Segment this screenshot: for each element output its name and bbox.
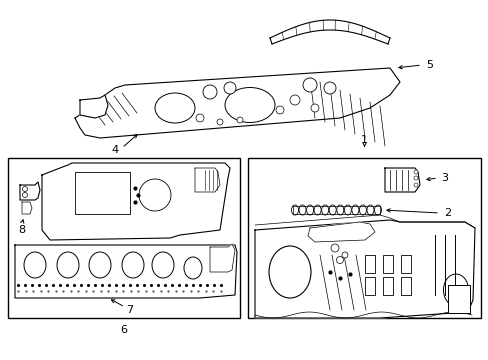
Ellipse shape xyxy=(344,205,350,215)
Bar xyxy=(447,285,469,313)
Bar xyxy=(8,158,240,318)
Text: 6: 6 xyxy=(120,325,127,335)
Circle shape xyxy=(413,170,417,174)
Polygon shape xyxy=(80,95,108,118)
Polygon shape xyxy=(20,182,40,200)
Ellipse shape xyxy=(328,205,336,215)
Circle shape xyxy=(303,78,316,92)
Ellipse shape xyxy=(443,274,468,306)
Polygon shape xyxy=(307,222,374,242)
Ellipse shape xyxy=(183,257,202,279)
Bar xyxy=(382,277,392,295)
Ellipse shape xyxy=(89,252,111,278)
Bar xyxy=(364,277,374,295)
Circle shape xyxy=(22,193,27,198)
Circle shape xyxy=(275,106,284,114)
Text: 4: 4 xyxy=(111,145,118,155)
Bar xyxy=(364,255,374,273)
Text: 5: 5 xyxy=(426,60,433,70)
Polygon shape xyxy=(42,163,229,240)
Circle shape xyxy=(336,256,343,264)
Circle shape xyxy=(139,179,171,211)
Ellipse shape xyxy=(224,87,274,122)
Ellipse shape xyxy=(366,205,373,215)
Ellipse shape xyxy=(374,205,381,215)
Ellipse shape xyxy=(24,252,46,278)
Bar xyxy=(382,255,392,273)
Ellipse shape xyxy=(336,205,343,215)
Circle shape xyxy=(224,82,236,94)
Circle shape xyxy=(310,104,318,112)
Text: 1: 1 xyxy=(360,135,367,145)
Bar xyxy=(75,172,130,214)
Polygon shape xyxy=(195,168,220,192)
Ellipse shape xyxy=(122,252,143,278)
Circle shape xyxy=(324,82,335,94)
Polygon shape xyxy=(254,220,474,318)
Circle shape xyxy=(203,85,217,99)
Bar xyxy=(247,158,480,318)
Ellipse shape xyxy=(306,205,313,215)
Circle shape xyxy=(330,244,338,252)
Circle shape xyxy=(237,117,243,123)
Polygon shape xyxy=(209,244,235,272)
Polygon shape xyxy=(269,20,389,44)
Ellipse shape xyxy=(155,93,195,123)
Polygon shape xyxy=(22,202,32,214)
Text: 7: 7 xyxy=(126,305,133,315)
Circle shape xyxy=(289,95,299,105)
Ellipse shape xyxy=(359,205,366,215)
Bar xyxy=(400,255,410,273)
Circle shape xyxy=(196,114,203,122)
Circle shape xyxy=(413,176,417,180)
Polygon shape xyxy=(75,68,399,138)
Ellipse shape xyxy=(291,205,298,215)
Circle shape xyxy=(22,186,27,192)
Ellipse shape xyxy=(321,205,328,215)
Text: 3: 3 xyxy=(441,173,447,183)
Ellipse shape xyxy=(351,205,358,215)
Circle shape xyxy=(413,183,417,187)
Circle shape xyxy=(341,252,347,258)
Text: 8: 8 xyxy=(19,225,25,235)
Ellipse shape xyxy=(299,205,305,215)
Polygon shape xyxy=(15,245,237,298)
Ellipse shape xyxy=(313,205,321,215)
Ellipse shape xyxy=(152,252,174,278)
Text: 2: 2 xyxy=(444,208,450,218)
Circle shape xyxy=(217,119,223,125)
Polygon shape xyxy=(384,168,419,192)
Ellipse shape xyxy=(268,246,310,298)
Bar xyxy=(400,277,410,295)
Ellipse shape xyxy=(57,252,79,278)
